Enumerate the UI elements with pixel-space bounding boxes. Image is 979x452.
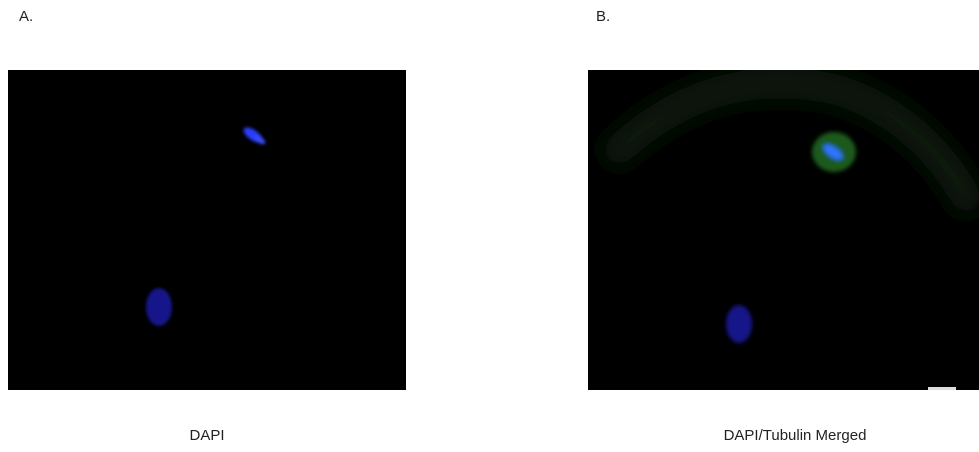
figure: A. B. DAPI DAPI/Tubulin Merged (() => { … xyxy=(0,0,979,452)
panel-caption: DAPI xyxy=(57,427,357,444)
panel-caption: DAPI/Tubulin Merged xyxy=(645,427,945,444)
panel-label: B. xyxy=(596,8,610,25)
micrograph xyxy=(588,70,979,390)
micrograph xyxy=(8,70,406,390)
panel-label: A. xyxy=(19,8,33,25)
